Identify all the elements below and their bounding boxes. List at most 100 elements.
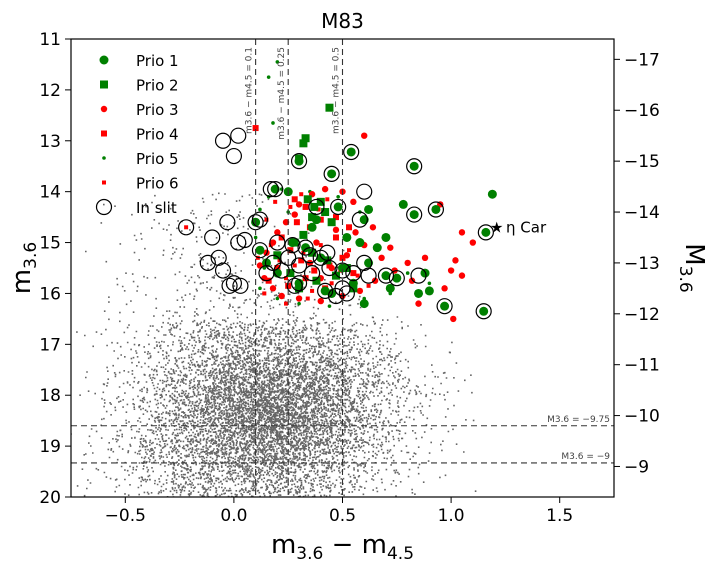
point-prio-4 [346, 224, 353, 231]
point-in-slit [323, 165, 340, 182]
point-in-slit [301, 247, 319, 264]
point-in-slit [290, 153, 308, 170]
legend-marker [101, 130, 107, 137]
x-axis-label-sub1: 3.6 [296, 544, 323, 564]
point-prio-2 [321, 208, 330, 217]
point-prio-6 [273, 199, 278, 204]
point-in-slit [330, 198, 347, 216]
x-tick-label: 1.5 [546, 506, 573, 526]
legend-label: Prio 6 [136, 175, 179, 193]
y2-tick-label: −12 [624, 305, 660, 325]
point-in-slit [290, 257, 308, 274]
point-in-slit [343, 143, 360, 161]
point-in-slit [377, 267, 395, 284]
series-prio-3 [256, 132, 477, 323]
y-axis-label-main: m [7, 269, 37, 294]
point-in-slit [436, 298, 453, 315]
point-prio-2 [286, 269, 295, 278]
point-prio-3 [321, 185, 329, 193]
point-prio-3 [278, 292, 285, 300]
point-prio-1 [342, 232, 352, 242]
legend-marker [99, 55, 109, 65]
point-prio-3 [317, 297, 324, 305]
point-prio-2 [312, 276, 321, 285]
point-prio-1 [346, 147, 356, 157]
point-prio-4 [274, 265, 281, 271]
point-prio-4 [252, 125, 259, 132]
point-prio-5 [253, 235, 258, 240]
point-prio-4 [278, 234, 285, 241]
point-prio-4 [302, 275, 309, 282]
x-tick-label: 0.5 [329, 506, 356, 526]
point-prio-2 [316, 197, 325, 206]
point-prio-2 [310, 202, 319, 211]
point-in-slit [267, 181, 284, 198]
point-prio-5 [275, 296, 280, 301]
vline-label-1: m3.6 − m4.5 = 0.25 [277, 47, 287, 140]
x-axis-label-main: m [271, 530, 296, 560]
point-in-slit [214, 262, 232, 279]
point-prio-1 [359, 299, 369, 309]
point-prio-3 [332, 226, 340, 234]
point-prio-2 [299, 139, 308, 148]
y2-tick-label: −10 [624, 407, 660, 427]
point-prio-4 [285, 282, 292, 289]
legend-entry: Prio 4 [101, 126, 179, 144]
y2-tick-label: −15 [624, 152, 660, 172]
legend-entry: Prio 2 [100, 77, 179, 95]
point-in-slit [230, 234, 247, 251]
point-prio-1 [316, 253, 326, 263]
point-in-slit [356, 183, 373, 200]
point-prio-6 [299, 192, 304, 197]
point-prio-1 [398, 199, 408, 209]
point-prio-3 [458, 229, 466, 236]
y-tick-label: 16 [39, 284, 61, 304]
y2-tick-label: −11 [624, 356, 660, 376]
point-prio-1 [338, 263, 347, 273]
point-prio-2 [308, 248, 317, 257]
point-in-slit [427, 201, 444, 218]
x-tick-label: −0.5 [105, 506, 146, 526]
point-prio-1 [364, 204, 374, 214]
legend-entry: Prio 3 [100, 101, 179, 119]
vline-label-2: m3.6 − m4.5 = 0.5 [332, 47, 342, 134]
x-axis-label-mid: − m [323, 530, 387, 560]
point-prio-1 [333, 202, 343, 212]
y-tick-label: 13 [39, 132, 61, 152]
point-in-slit [475, 303, 492, 320]
chart-title: M83 [321, 9, 364, 33]
point-prio-5 [271, 121, 275, 125]
y2-tick-label: −9 [624, 457, 649, 477]
legend-entry: Prio 1 [99, 52, 179, 70]
point-in-slit [284, 237, 301, 254]
legend-marker [100, 105, 108, 113]
point-prio-3 [387, 244, 394, 251]
legend-label: Prio 1 [136, 52, 179, 70]
point-in-slit [236, 231, 253, 249]
reference-lines-layer: m3.6 − m4.5 = 0.1 m3.6 − m4.5 = 0.25 m3.6 … [71, 39, 614, 497]
point-in-slit [251, 242, 269, 259]
series-prio-1 [251, 147, 497, 316]
point-prio-3 [371, 277, 379, 284]
point-in-slit [406, 206, 423, 223]
point-prio-4 [332, 234, 339, 241]
y2-tick-label: −16 [624, 101, 660, 121]
point-prio-1 [294, 278, 304, 288]
point-prio-1 [409, 210, 419, 220]
point-prio-3 [361, 132, 368, 139]
x-axis-label: m3.6 − m4.5 [271, 530, 414, 564]
point-prio-1 [255, 245, 265, 255]
point-prio-1 [355, 238, 365, 248]
point-in-slit [319, 244, 336, 261]
point-prio-3 [328, 264, 335, 272]
point-prio-3 [282, 219, 290, 226]
point-prio-5 [405, 271, 410, 275]
point-prio-4 [298, 257, 305, 264]
point-prio-1 [424, 286, 434, 296]
point-in-slit [360, 267, 377, 284]
y-axis-label-sub: 3.6 [21, 242, 41, 269]
legend-label: Prio 2 [136, 77, 179, 95]
legend-entry: In slit [95, 198, 177, 217]
point-in-slit [251, 211, 269, 228]
point-prio-6 [355, 273, 360, 278]
